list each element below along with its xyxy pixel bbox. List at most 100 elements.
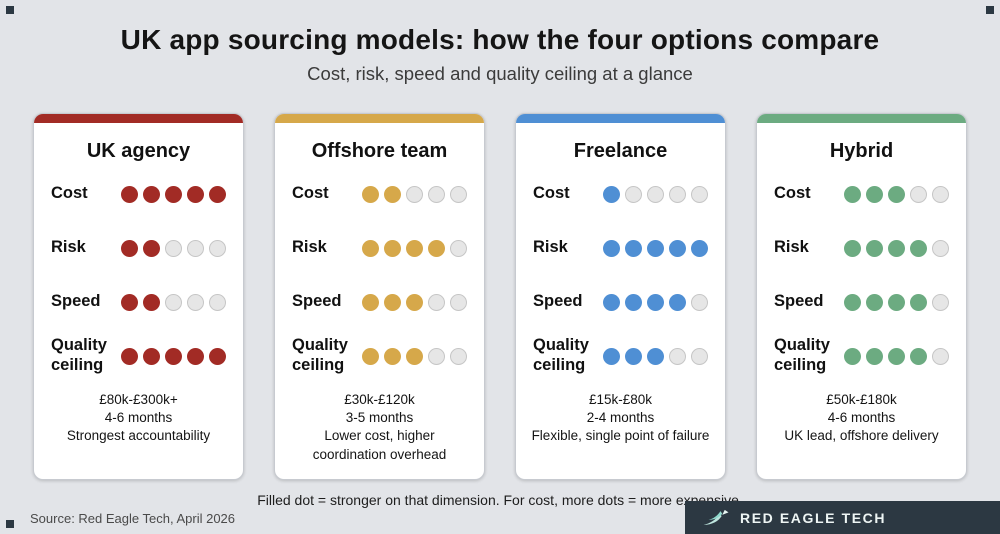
dimension-label: Risk [533, 238, 568, 257]
rating-row: Speed [51, 275, 226, 329]
filled-dot [844, 293, 861, 311]
filled-dot [209, 347, 226, 365]
filled-dot [910, 347, 927, 365]
rating-row: Quality ceiling [774, 329, 949, 383]
rating-dots [844, 239, 949, 257]
dimension-label: Risk [51, 238, 86, 257]
filled-dot [844, 239, 861, 257]
filled-dot [866, 239, 883, 257]
filled-dot [910, 239, 927, 257]
empty-dot [450, 347, 467, 365]
filled-dot [888, 347, 905, 365]
price-range: £15k-£80k [588, 392, 653, 407]
empty-dot [932, 185, 949, 203]
dimension-label: Cost [292, 184, 329, 203]
filled-dot [362, 185, 379, 203]
filled-dot [910, 293, 927, 311]
filled-dot [406, 293, 423, 311]
rating-dots [121, 239, 226, 257]
empty-dot [450, 185, 467, 203]
filled-dot [165, 347, 182, 365]
filled-dot [165, 185, 182, 203]
timeline: 4-6 months [827, 410, 896, 426]
empty-dot [932, 347, 949, 365]
card-accent-bar [34, 114, 243, 123]
empty-dot [691, 185, 708, 203]
dimension-label: Cost [774, 184, 811, 203]
rating-row: Risk [533, 221, 708, 275]
filled-dot [143, 239, 160, 257]
empty-dot [187, 293, 204, 311]
price-range: £80k-£300k+ [99, 392, 178, 407]
model-card: Offshore team Cost Risk Speed Quality ceili… [274, 113, 485, 480]
filled-dot [866, 185, 883, 203]
card-accent-bar [757, 114, 966, 123]
rating-row: Cost [51, 167, 226, 221]
card-summary: £80k-£300k+ 4-6 months Strongest account… [34, 391, 243, 446]
rating-dots [121, 185, 226, 203]
source-caption: Source: Red Eagle Tech, April 2026 [30, 511, 236, 526]
filled-dot [406, 347, 423, 365]
filled-dot [603, 293, 620, 311]
filled-dot [121, 239, 138, 257]
filled-dot [669, 239, 686, 257]
filled-dot [362, 347, 379, 365]
rating-dots [603, 239, 708, 257]
filled-dot [187, 347, 204, 365]
empty-dot [428, 293, 445, 311]
rating-row: Cost [292, 167, 467, 221]
rating-row: Cost [774, 167, 949, 221]
empty-dot [187, 239, 204, 257]
filled-dot [384, 185, 401, 203]
rating-rows: Cost Risk Speed Quality ceiling [757, 167, 966, 383]
rating-row: Speed [774, 275, 949, 329]
summary-note: Strongest accountability [66, 428, 211, 444]
filled-dot [143, 293, 160, 311]
brand-name: RED EAGLE TECH [740, 509, 887, 526]
filled-dot [625, 347, 642, 365]
filled-dot [406, 239, 423, 257]
filled-dot [691, 239, 708, 257]
empty-dot [450, 239, 467, 257]
rating-row: Quality ceiling [51, 329, 226, 383]
rating-row: Cost [533, 167, 708, 221]
corner-accent [6, 520, 14, 528]
rating-dots [603, 293, 708, 311]
empty-dot [669, 185, 686, 203]
brand-bar: RED EAGLE TECH [685, 501, 1000, 534]
summary-note: Flexible, single point of failure [531, 428, 710, 444]
timeline: 2-4 months [586, 410, 655, 426]
dimension-label: Risk [774, 238, 809, 257]
filled-dot [888, 239, 905, 257]
price-range: £50k-£180k [826, 392, 897, 407]
rating-row: Risk [292, 221, 467, 275]
filled-dot [647, 347, 664, 365]
dimension-label: Speed [51, 292, 101, 311]
card-summary: £50k-£180k 4-6 months UK lead, offshore … [757, 391, 966, 446]
empty-dot [428, 347, 445, 365]
rating-dots [362, 239, 467, 257]
empty-dot [165, 239, 182, 257]
filled-dot [384, 239, 401, 257]
corner-accent [6, 6, 14, 14]
rating-dots [603, 185, 708, 203]
rating-dots [844, 185, 949, 203]
dimension-label: Quality ceiling [51, 336, 107, 374]
price-range: £30k-£120k [344, 392, 415, 407]
dimension-label: Quality ceiling [533, 336, 589, 374]
filled-dot [603, 239, 620, 257]
rating-dots [362, 293, 467, 311]
empty-dot [428, 185, 445, 203]
filled-dot [888, 185, 905, 203]
dimension-label: Quality ceiling [774, 336, 830, 374]
filled-dot [625, 293, 642, 311]
rating-row: Risk [774, 221, 949, 275]
rating-dots [844, 293, 949, 311]
filled-dot [362, 293, 379, 311]
model-card: UK agency Cost Risk Speed Quality ceiling £… [33, 113, 244, 480]
filled-dot [143, 185, 160, 203]
filled-dot [625, 239, 642, 257]
empty-dot [625, 185, 642, 203]
rating-row: Quality ceiling [292, 329, 467, 383]
filled-dot [121, 185, 138, 203]
